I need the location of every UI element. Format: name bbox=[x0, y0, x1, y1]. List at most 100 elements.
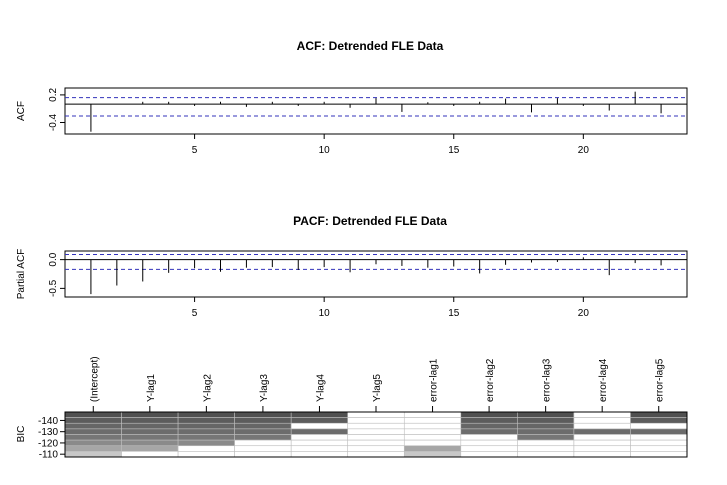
pacf-ylabel: Partial ACF bbox=[16, 249, 27, 300]
bic-cell bbox=[573, 411, 631, 418]
pacf-plot-frame bbox=[64, 250, 688, 298]
bic-cell bbox=[347, 428, 405, 435]
bic-ylabel: BIC bbox=[16, 426, 27, 443]
bic-cell bbox=[403, 417, 462, 424]
bic-cell bbox=[234, 428, 292, 435]
bic-cell bbox=[177, 439, 235, 447]
bic-cell bbox=[630, 417, 688, 424]
bic-cell bbox=[517, 445, 575, 452]
bic-cell bbox=[517, 422, 575, 430]
acf-marks bbox=[65, 91, 687, 132]
bic-cell bbox=[64, 422, 122, 430]
bic-cell bbox=[517, 428, 575, 435]
bic-cell bbox=[460, 417, 518, 424]
bic-cell bbox=[573, 451, 631, 458]
bic-y-tick-label: -120 bbox=[38, 438, 58, 449]
bic-cell bbox=[177, 428, 235, 435]
acf-x-tick-label: 20 bbox=[578, 145, 590, 156]
acf-x-tick-label: 5 bbox=[192, 145, 198, 156]
acf-plot-frame bbox=[64, 87, 688, 135]
bic-cell bbox=[517, 411, 575, 418]
bic-plot-frame bbox=[64, 411, 688, 458]
bic-column-label: Y-lag4 bbox=[315, 374, 326, 402]
bic-cell bbox=[347, 439, 405, 447]
bic-cell bbox=[177, 422, 235, 430]
bic-cell bbox=[234, 445, 292, 452]
bic-cell bbox=[234, 439, 292, 447]
bic-cell bbox=[290, 439, 349, 447]
acf-x-tick-label: 10 bbox=[319, 145, 331, 156]
bic-cell bbox=[64, 428, 122, 435]
bic-cell bbox=[234, 434, 292, 441]
bic-cell bbox=[460, 445, 518, 452]
bic-cell bbox=[64, 417, 122, 424]
pacf-y-tick-label: 0.0 bbox=[48, 252, 59, 266]
acf-y-tick-label: 0.2 bbox=[48, 88, 59, 102]
bic-cell bbox=[234, 417, 292, 424]
bic-cell bbox=[573, 439, 631, 447]
pacf-y-tick-label: -0.5 bbox=[48, 279, 59, 297]
acf-y-axis: 0.2 -0.4 bbox=[48, 88, 65, 131]
bic-cell bbox=[630, 428, 688, 435]
pacf-marks bbox=[65, 253, 687, 295]
acf-x-axis: 5 10 15 20 bbox=[192, 134, 590, 156]
bic-cell bbox=[347, 451, 405, 458]
bic-cell bbox=[290, 445, 349, 452]
bic-cell bbox=[177, 451, 235, 458]
bic-column-label: (Intercept) bbox=[89, 356, 100, 402]
bic-cell bbox=[403, 439, 462, 447]
pacf-x-tick-label: 10 bbox=[319, 308, 331, 319]
bic-cell bbox=[403, 411, 462, 418]
acf-panel: ACF: Detrended FLE Data ACF 5 10 15 20 0.2 -… bbox=[16, 39, 688, 156]
bic-y-axis: -140-130-120-110 bbox=[38, 416, 65, 461]
bic-y-tick-label: -130 bbox=[38, 427, 58, 438]
bic-cell bbox=[517, 434, 575, 441]
bic-cell bbox=[290, 434, 349, 441]
bic-cell bbox=[121, 445, 179, 452]
pacf-x-tick-label: 5 bbox=[192, 308, 198, 319]
bic-cell bbox=[573, 428, 631, 435]
bic-column-labels: (Intercept) Y-lag1 Y-lag2 Y-lag3 Y-lag4 Y-lag… bbox=[89, 356, 666, 412]
bic-cell bbox=[347, 417, 405, 424]
bic-cell bbox=[177, 445, 235, 452]
pacf-x-tick-label: 15 bbox=[448, 308, 460, 319]
bic-cell bbox=[573, 445, 631, 452]
bic-cell bbox=[64, 434, 122, 441]
bic-cell bbox=[347, 411, 405, 418]
bic-cell bbox=[630, 439, 688, 447]
bic-cell bbox=[517, 417, 575, 424]
bic-cell bbox=[64, 411, 122, 418]
bic-cell bbox=[121, 428, 179, 435]
acf-y-tick-label: -0.4 bbox=[48, 113, 59, 131]
bic-cell bbox=[121, 411, 179, 418]
bic-column-label: Y-lag3 bbox=[259, 374, 270, 402]
bic-cell bbox=[347, 422, 405, 430]
bic-cell bbox=[630, 451, 688, 458]
bic-cell bbox=[630, 445, 688, 452]
pacf-panel: PACF: Detrended FLE Data Partial ACF 5 10… bbox=[16, 214, 688, 319]
bic-cell bbox=[460, 428, 518, 435]
bic-cell bbox=[517, 439, 575, 447]
bic-cell bbox=[573, 422, 631, 430]
bic-cell bbox=[64, 439, 122, 447]
bic-cell bbox=[460, 434, 518, 441]
bic-cell bbox=[121, 451, 179, 458]
bic-cell bbox=[290, 422, 349, 430]
bic-cell bbox=[290, 411, 349, 418]
bic-cell bbox=[121, 434, 179, 441]
bic-cell bbox=[234, 422, 292, 430]
acf-x-tick-label: 15 bbox=[448, 145, 460, 156]
bic-cell bbox=[347, 445, 405, 452]
bic-cell bbox=[630, 422, 688, 430]
bic-cell bbox=[64, 445, 122, 452]
bic-cell bbox=[630, 411, 688, 418]
bic-column-label: Y-lag5 bbox=[372, 374, 383, 402]
bic-cell bbox=[403, 445, 462, 452]
bic-cell bbox=[234, 451, 292, 458]
bic-cell bbox=[460, 411, 518, 418]
bic-cells bbox=[64, 411, 688, 458]
bic-cell bbox=[460, 422, 518, 430]
pacf-x-axis: 5 10 15 20 bbox=[192, 297, 589, 319]
bic-cell bbox=[347, 434, 405, 441]
